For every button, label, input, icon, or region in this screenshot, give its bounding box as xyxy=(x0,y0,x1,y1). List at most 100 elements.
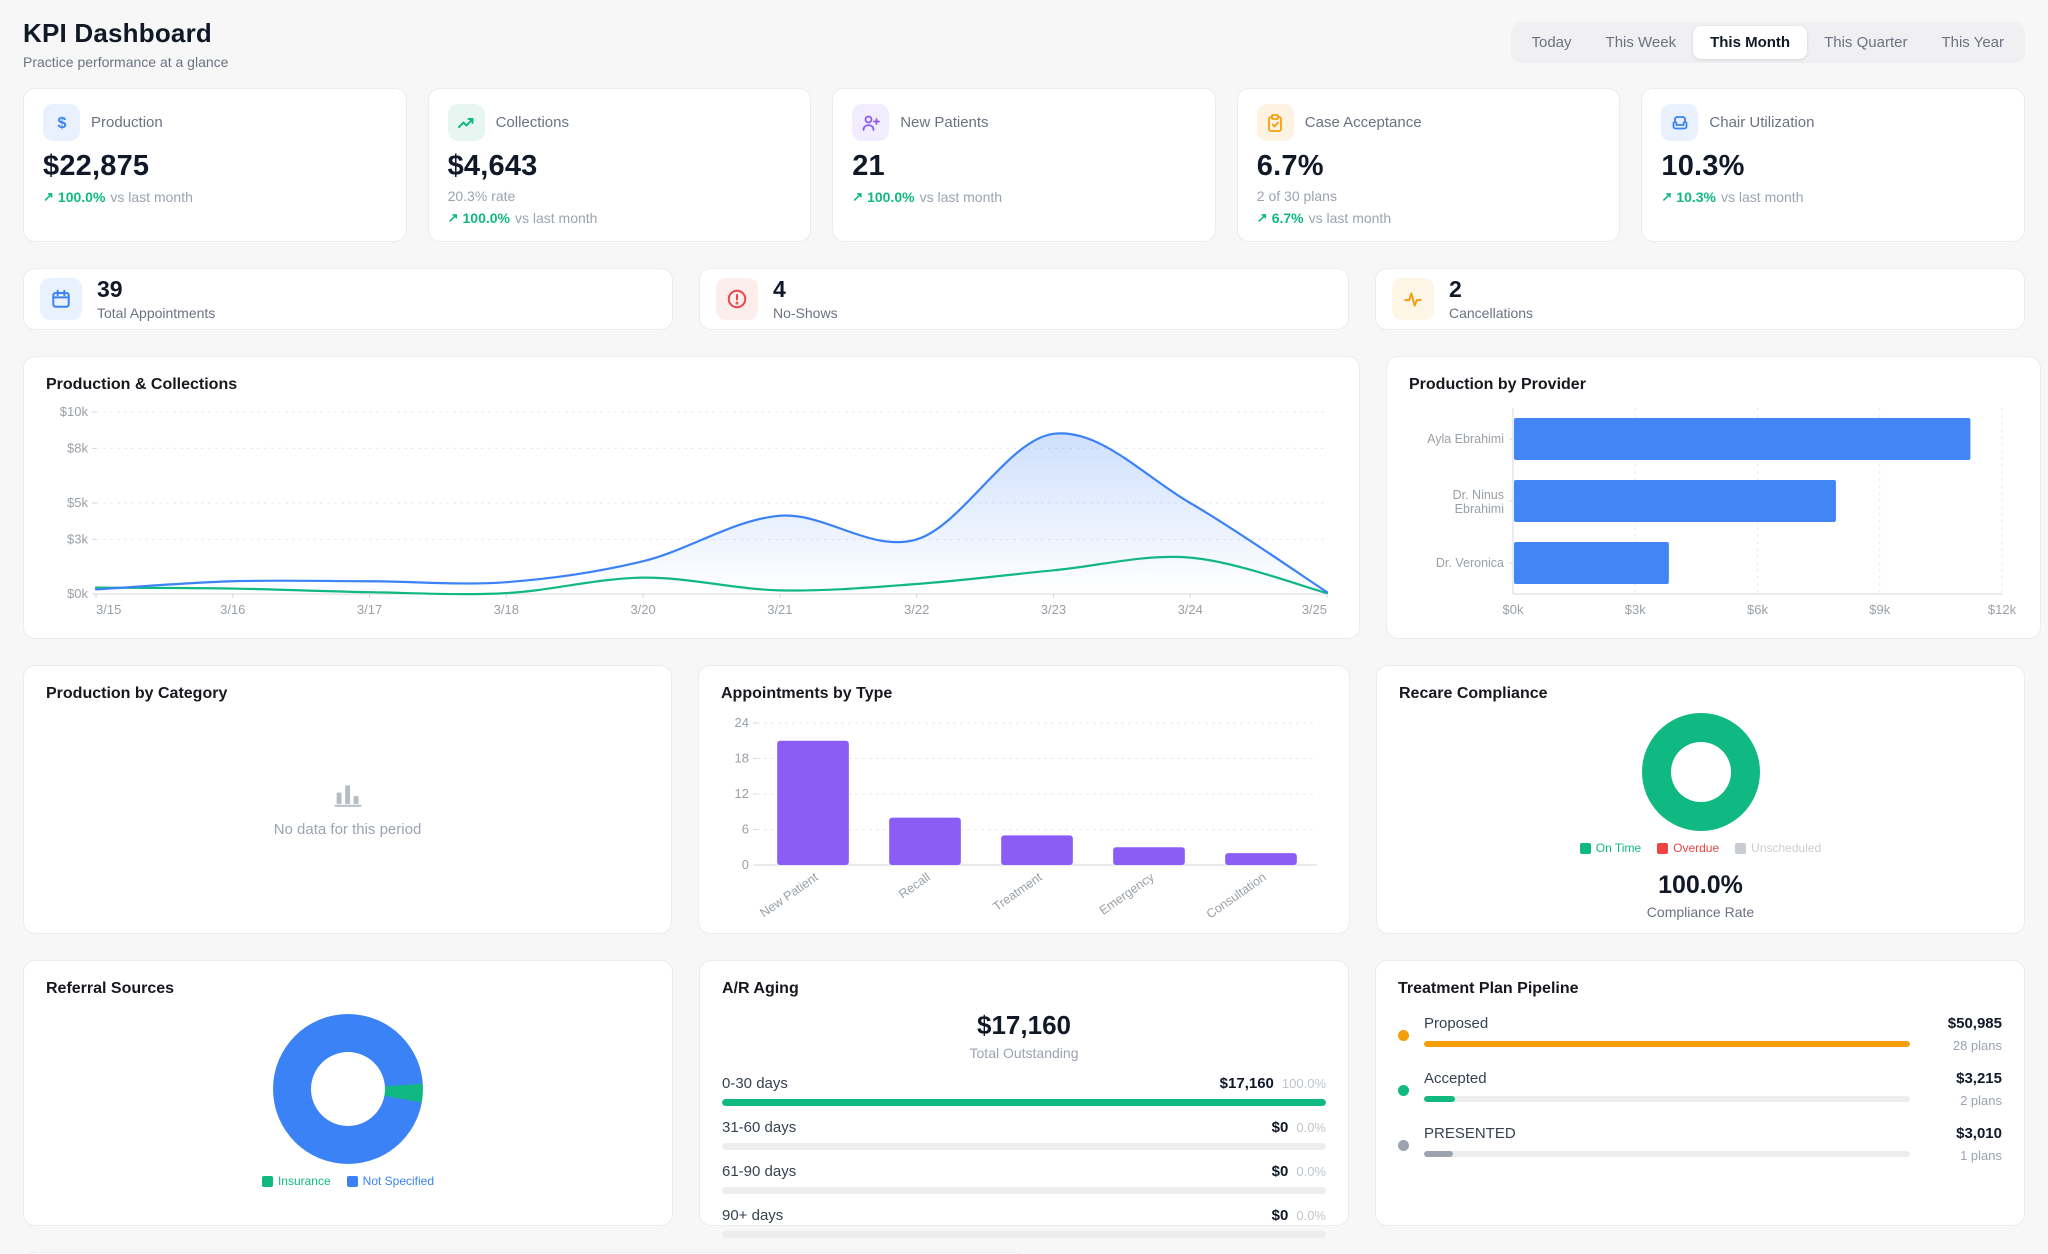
svg-text:New Patient: New Patient xyxy=(757,870,821,920)
svg-text:3/23: 3/23 xyxy=(1041,602,1066,617)
svg-text:$0k: $0k xyxy=(1503,602,1524,617)
kpi-change: ↗ 100.0% vs last month xyxy=(447,210,598,226)
svg-text:$3k: $3k xyxy=(67,531,88,546)
kpi-label: Production xyxy=(91,114,163,131)
ar-total-label: Total Outstanding xyxy=(969,1045,1079,1061)
kpi-card-new-patients: New Patients 21 ↗ 100.0% vs last month xyxy=(832,88,1216,242)
kpi-value: $22,875 xyxy=(43,150,150,182)
stat-value: 2 xyxy=(1449,276,1462,303)
svg-text:Treatment: Treatment xyxy=(990,870,1045,914)
stat-card-no-shows: 4 No-Shows xyxy=(699,268,1349,330)
dollar-icon: $ xyxy=(43,104,80,141)
legend-item-overdue: Overdue xyxy=(1657,841,1719,855)
bar-chart-icon xyxy=(334,785,361,807)
chart-title: Treatment Plan Pipeline xyxy=(1398,980,1579,997)
time-filter-this-month[interactable]: This Month xyxy=(1693,26,1808,59)
recare-compliance-card: Recare Compliance On Time Overdue xyxy=(1376,665,2025,934)
svg-text:3/21: 3/21 xyxy=(767,602,792,617)
time-filter-this-year[interactable]: This Year xyxy=(1924,26,2021,59)
empty-state-text: No data for this period xyxy=(273,820,422,838)
svg-text:12: 12 xyxy=(735,786,749,801)
activity-icon xyxy=(1392,278,1434,320)
ar-aging-row: 90+ days $0 0.0% xyxy=(722,1207,1326,1238)
pipeline-bar xyxy=(1424,1151,1910,1157)
ar-aging-bar xyxy=(722,1143,1326,1150)
stat-card-row: 39 Total Appointments 4 No-Shows 2 Cance… xyxy=(23,268,2025,330)
pipeline-row-presented: PRESENTED $3,010 1 plans xyxy=(1398,1125,2002,1163)
compliance-rate-label: Compliance Rate xyxy=(1646,904,1755,920)
referral-sources-card: Referral Sources Insurance Not Specified xyxy=(23,960,673,1226)
svg-text:3/20: 3/20 xyxy=(630,602,655,617)
page-subtitle: Practice performance at a glance xyxy=(23,54,229,70)
time-filter-today[interactable]: Today xyxy=(1515,26,1589,59)
kpi-value: 10.3% xyxy=(1661,150,1745,182)
stat-label: Total Appointments xyxy=(97,304,216,321)
time-range-segmented-control: Today This Week This Month This Quarter … xyxy=(1510,22,2025,63)
appointments-by-type-card: Appointments by Type 0 6 12 18 24 New Patient… xyxy=(698,665,1350,934)
legend-item-not-specified: Not Specified xyxy=(346,1174,434,1188)
ar-aging-row: 0-30 days $17,160 100.0% xyxy=(722,1075,1326,1106)
trend-up-arrow-icon: ↗ xyxy=(447,210,459,225)
chair-icon xyxy=(1661,104,1699,141)
svg-text:$6k: $6k xyxy=(1747,602,1768,617)
chart-title: Appointments by Type xyxy=(721,685,893,702)
stat-value: 39 xyxy=(97,276,123,303)
header: KPI Dashboard Practice performance at a … xyxy=(23,0,2025,88)
treatment-plan-pipeline-card: Treatment Plan Pipeline Proposed $50,985… xyxy=(1375,960,2025,1226)
chart-title: Production by Category xyxy=(46,685,228,702)
page-title: KPI Dashboard xyxy=(23,18,212,48)
svg-text:Dr. Veronica: Dr. Veronica xyxy=(1436,556,1504,570)
trend-up-arrow-icon: ↗ xyxy=(1256,210,1268,225)
kpi-subtext: 20.3% rate xyxy=(447,188,516,204)
svg-text:Ayla Ebrahimi: Ayla Ebrahimi xyxy=(1427,432,1504,446)
ar-aging-row: 61-90 days $0 0.0% xyxy=(722,1163,1326,1194)
kpi-card-chair-utilization: Chair Utilization 10.3% ↗ 10.3% vs last … xyxy=(1641,88,2025,242)
legend-swatch xyxy=(1657,842,1669,854)
svg-text:$0k: $0k xyxy=(67,586,88,601)
svg-text:$: $ xyxy=(57,115,66,132)
svg-text:3/15: 3/15 xyxy=(96,602,121,617)
referral-sources-donut xyxy=(273,1014,423,1164)
chart-title: Recare Compliance xyxy=(1399,685,1548,702)
kpi-change: ↗ 100.0% vs last month xyxy=(852,189,1003,205)
trend-up-arrow-icon: ↗ xyxy=(43,189,54,204)
legend-item-insurance: Insurance xyxy=(261,1174,331,1188)
kpi-label: New Patients xyxy=(900,114,989,131)
production-collections-card: Production & Collections $0k $3k $5k $8k $10… xyxy=(23,356,1360,639)
trending-up-icon xyxy=(447,104,485,141)
secondary-chart-row: Production by Category No data for this … xyxy=(23,665,2025,934)
kpi-change: ↗ 100.0% vs last month xyxy=(43,189,193,205)
legend-swatch xyxy=(261,1175,273,1187)
user-plus-icon xyxy=(852,104,890,141)
svg-text:$10k: $10k xyxy=(60,404,89,419)
kpi-change: ↗ 6.7% vs last month xyxy=(1256,210,1392,226)
production-collections-chart: $0k $3k $5k $8k $10k 3/15 3/16 3/17 3/18 3/20 3/21… xyxy=(60,404,1329,617)
svg-text:Emergency: Emergency xyxy=(1097,870,1157,918)
donut-hole xyxy=(1670,742,1731,802)
status-dot xyxy=(1398,1085,1409,1096)
clipboard-icon xyxy=(1256,104,1294,141)
chart-title: Referral Sources xyxy=(46,980,175,997)
production-by-provider-chart: $0k $3k $6k $9k $12k Ayla Ebrahimi Dr. Ninus Eb… xyxy=(1427,408,2017,617)
chart-title: Production by Provider xyxy=(1409,376,1586,393)
stat-label: No-Shows xyxy=(773,304,838,321)
svg-text:24: 24 xyxy=(735,715,749,730)
time-filter-this-week[interactable]: This Week xyxy=(1589,26,1694,59)
legend-swatch xyxy=(346,1175,358,1187)
kpi-card-collections: Collections $4,643 20.3% rate ↗ 100.0% v… xyxy=(427,88,812,242)
kpi-value: $4,643 xyxy=(447,150,538,182)
trend-up-arrow-icon: ↗ xyxy=(852,189,864,204)
ar-aging-bar xyxy=(722,1099,1326,1106)
donut-hole xyxy=(311,1052,385,1126)
legend-swatch xyxy=(1735,842,1747,854)
kpi-label: Case Acceptance xyxy=(1304,114,1422,131)
kpi-card-case-acceptance: Case Acceptance 6.7% 2 of 30 plans ↗ 6.7… xyxy=(1236,88,1621,242)
trend-up-arrow-icon: ↗ xyxy=(1661,189,1673,204)
time-filter-this-quarter[interactable]: This Quarter xyxy=(1807,26,1924,59)
svg-text:18: 18 xyxy=(735,751,749,766)
stat-value: 4 xyxy=(773,276,786,303)
svg-text:$12k: $12k xyxy=(1988,602,2017,617)
kpi-change: ↗ 10.3% vs last month xyxy=(1661,189,1804,205)
tertiary-chart-row: Referral Sources Insurance Not Specified xyxy=(23,960,2025,1238)
